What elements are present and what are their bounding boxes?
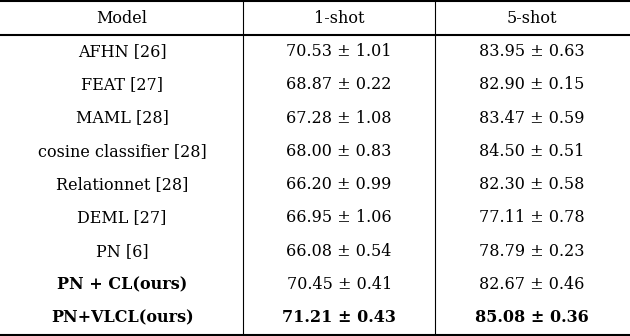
- Text: 83.95 ± 0.63: 83.95 ± 0.63: [479, 43, 585, 60]
- Text: 70.45 ± 0.41: 70.45 ± 0.41: [287, 276, 392, 293]
- Text: 68.00 ± 0.83: 68.00 ± 0.83: [287, 143, 392, 160]
- Text: Relationnet [28]: Relationnet [28]: [56, 176, 188, 193]
- Text: PN+VLCL(ours): PN+VLCL(ours): [51, 309, 193, 327]
- Text: Model: Model: [96, 9, 147, 27]
- Text: 85.08 ± 0.36: 85.08 ± 0.36: [475, 309, 589, 327]
- Text: 68.87 ± 0.22: 68.87 ± 0.22: [287, 76, 392, 93]
- Text: 84.50 ± 0.51: 84.50 ± 0.51: [479, 143, 585, 160]
- Text: 82.90 ± 0.15: 82.90 ± 0.15: [479, 76, 585, 93]
- Text: 77.11 ± 0.78: 77.11 ± 0.78: [479, 209, 585, 226]
- Text: 66.08 ± 0.54: 66.08 ± 0.54: [287, 243, 392, 260]
- Text: DEML [27]: DEML [27]: [77, 209, 167, 226]
- Text: 71.21 ± 0.43: 71.21 ± 0.43: [282, 309, 396, 327]
- Text: PN [6]: PN [6]: [96, 243, 149, 260]
- Text: 5-shot: 5-shot: [507, 9, 558, 27]
- Text: PN + CL(ours): PN + CL(ours): [57, 276, 187, 293]
- Text: 66.95 ± 1.06: 66.95 ± 1.06: [287, 209, 392, 226]
- Text: FEAT [27]: FEAT [27]: [81, 76, 163, 93]
- Text: cosine classifier [28]: cosine classifier [28]: [38, 143, 207, 160]
- Text: 83.47 ± 0.59: 83.47 ± 0.59: [479, 110, 585, 127]
- Text: 70.53 ± 1.01: 70.53 ± 1.01: [287, 43, 392, 60]
- Text: 1-shot: 1-shot: [314, 9, 364, 27]
- Text: MAML [28]: MAML [28]: [76, 110, 169, 127]
- Text: 66.20 ± 0.99: 66.20 ± 0.99: [287, 176, 392, 193]
- Text: 67.28 ± 1.08: 67.28 ± 1.08: [287, 110, 392, 127]
- Text: 82.30 ± 0.58: 82.30 ± 0.58: [479, 176, 585, 193]
- Text: AFHN [26]: AFHN [26]: [78, 43, 166, 60]
- Text: 82.67 ± 0.46: 82.67 ± 0.46: [479, 276, 585, 293]
- Text: 78.79 ± 0.23: 78.79 ± 0.23: [479, 243, 585, 260]
